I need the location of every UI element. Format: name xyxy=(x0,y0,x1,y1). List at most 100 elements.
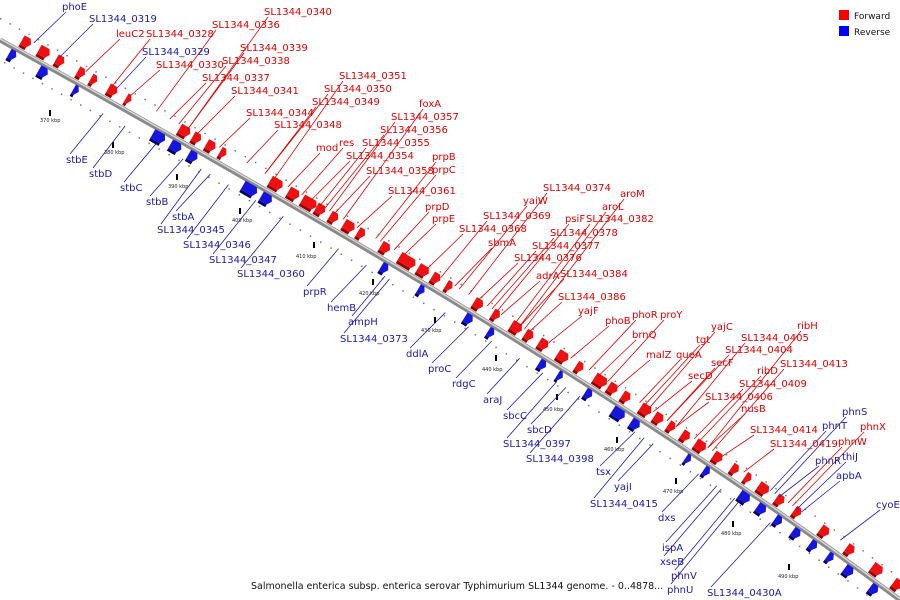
forward-gene-block[interactable] xyxy=(590,372,610,391)
forward-gene-block[interactable] xyxy=(677,429,693,445)
gene-label[interactable]: SL1344_0319 xyxy=(89,14,157,25)
forward-gene-block[interactable] xyxy=(754,481,771,499)
forward-gene-block[interactable] xyxy=(740,471,754,487)
forward-gene-block[interactable] xyxy=(266,175,285,194)
gene-label[interactable]: apbA xyxy=(836,471,862,482)
gene-label[interactable]: SL1344_0344 xyxy=(246,108,314,119)
gene-label[interactable]: SL1344_0413 xyxy=(780,359,848,370)
gene-label[interactable]: SL1344_0351 xyxy=(339,71,407,82)
forward-gene-block[interactable] xyxy=(470,297,485,313)
gene-label[interactable]: tsx xyxy=(596,467,611,478)
reverse-gene-block[interactable] xyxy=(377,261,391,277)
forward-gene-block[interactable] xyxy=(618,390,633,406)
forward-gene-block[interactable] xyxy=(354,227,368,242)
forward-gene-block[interactable] xyxy=(87,73,99,89)
gene-label[interactable]: SL1344_0414 xyxy=(750,425,818,436)
forward-gene-block[interactable] xyxy=(604,381,620,397)
gene-label[interactable]: psiF xyxy=(565,214,585,225)
gene-label[interactable]: malZ xyxy=(646,350,672,361)
reverse-gene-block[interactable] xyxy=(35,65,50,81)
gene-label[interactable]: aroL xyxy=(602,202,624,213)
gene-label[interactable]: prpR xyxy=(303,287,327,298)
forward-gene-block[interactable] xyxy=(122,93,134,107)
gene-label[interactable]: prpC xyxy=(432,165,456,176)
gene-label[interactable]: SL1344_0382 xyxy=(586,214,654,225)
gene-label[interactable]: SL1344_0355 xyxy=(362,138,430,149)
gene-label[interactable]: phnW xyxy=(838,437,867,448)
forward-gene-block[interactable] xyxy=(340,218,357,236)
gene-label[interactable]: ddlA xyxy=(406,349,428,360)
gene-label[interactable]: phnV xyxy=(671,571,697,582)
gene-label[interactable]: leuC2 xyxy=(116,29,145,40)
gene-label[interactable]: stbA xyxy=(172,212,194,223)
gene-label[interactable]: SL1344_0384 xyxy=(560,269,628,280)
forward-gene-block[interactable] xyxy=(772,493,787,509)
gene-label[interactable]: SL1344_0409 xyxy=(739,379,807,390)
gene-label[interactable]: proC xyxy=(428,364,451,375)
gene-label[interactable]: queA xyxy=(676,350,702,361)
gene-label[interactable]: SL1344_0345 xyxy=(157,225,225,236)
gene-label[interactable]: araJ xyxy=(483,395,502,406)
gene-label[interactable]: dxs xyxy=(658,513,675,524)
gene-label[interactable]: SL1344_0348 xyxy=(274,120,342,131)
gene-label[interactable]: proY xyxy=(660,310,683,321)
gene-label[interactable]: SL1344_0378 xyxy=(550,228,618,239)
reverse-gene-block[interactable] xyxy=(184,149,200,166)
forward-gene-block[interactable] xyxy=(572,360,586,376)
reverse-gene-block[interactable] xyxy=(699,465,712,481)
gene-label[interactable]: stbC xyxy=(120,183,142,194)
forward-gene-block[interactable] xyxy=(284,186,302,203)
reverse-gene-block[interactable] xyxy=(752,502,769,518)
reverse-gene-block[interactable] xyxy=(608,405,628,425)
forward-gene-block[interactable] xyxy=(553,349,571,366)
gene-label[interactable]: ribH xyxy=(797,321,818,332)
forward-gene-block[interactable] xyxy=(395,251,418,272)
forward-gene-block[interactable] xyxy=(414,263,431,280)
gene-label[interactable]: yajC xyxy=(711,322,733,333)
forward-gene-block[interactable] xyxy=(442,280,455,295)
forward-gene-block[interactable] xyxy=(664,420,678,435)
gene-label[interactable]: SL1344_0329 xyxy=(142,47,210,58)
gene-label[interactable]: SL1344_0386 xyxy=(558,292,626,303)
forward-gene-block[interactable] xyxy=(428,271,442,288)
gene-label[interactable]: stbD xyxy=(89,169,112,180)
gene-label[interactable]: prpB xyxy=(432,152,456,163)
forward-gene-block[interactable] xyxy=(202,139,218,155)
gene-label[interactable]: sbcC xyxy=(503,411,527,422)
gene-label[interactable]: adrA xyxy=(536,271,560,282)
gene-label[interactable]: SL1344_0376 xyxy=(514,253,582,264)
reverse-gene-block[interactable] xyxy=(5,48,18,64)
gene-label[interactable]: phnU xyxy=(667,585,693,596)
reverse-gene-block[interactable] xyxy=(788,526,803,543)
reverse-gene-block[interactable] xyxy=(69,84,82,99)
forward-gene-block[interactable] xyxy=(52,54,66,70)
forward-gene-block[interactable] xyxy=(867,561,885,580)
gene-label[interactable]: SL1344_0338 xyxy=(222,56,290,67)
gene-label[interactable]: sbmA xyxy=(488,238,516,249)
forward-gene-block[interactable] xyxy=(312,202,327,219)
gene-label[interactable]: SL1344_0341 xyxy=(231,86,299,97)
gene-label[interactable]: yajI xyxy=(614,482,632,493)
reverse-gene-block[interactable] xyxy=(257,191,274,208)
reverse-gene-block[interactable] xyxy=(148,129,168,147)
forward-gene-block[interactable] xyxy=(298,194,319,213)
gene-label[interactable]: SL1344_0346 xyxy=(183,240,251,251)
gene-label[interactable]: SL1344_0405 xyxy=(741,333,809,344)
gene-label[interactable]: aroM xyxy=(620,189,645,200)
gene-label[interactable]: SL1344_0404 xyxy=(725,345,793,356)
reverse-gene-block[interactable] xyxy=(681,453,693,467)
reverse-gene-block[interactable] xyxy=(581,387,595,403)
reverse-gene-block[interactable] xyxy=(735,489,752,508)
forward-gene-block[interactable] xyxy=(789,505,804,521)
gene-label[interactable]: xseB xyxy=(660,557,684,568)
gene-label[interactable]: nusB xyxy=(741,404,766,415)
gene-label[interactable]: foxA xyxy=(419,99,441,110)
gene-label[interactable]: SL1344_0373 xyxy=(340,334,408,345)
gene-label[interactable]: SL1344_0368 xyxy=(459,224,527,235)
forward-gene-block[interactable] xyxy=(842,543,857,559)
gene-label[interactable]: SL1344_0419 xyxy=(770,439,838,450)
gene-label[interactable]: sbcD xyxy=(527,425,552,436)
gene-label[interactable]: phoB xyxy=(605,316,631,327)
gene-label[interactable]: SL1344_0356 xyxy=(380,125,448,136)
gene-label[interactable]: SL1344_0398 xyxy=(526,454,594,465)
